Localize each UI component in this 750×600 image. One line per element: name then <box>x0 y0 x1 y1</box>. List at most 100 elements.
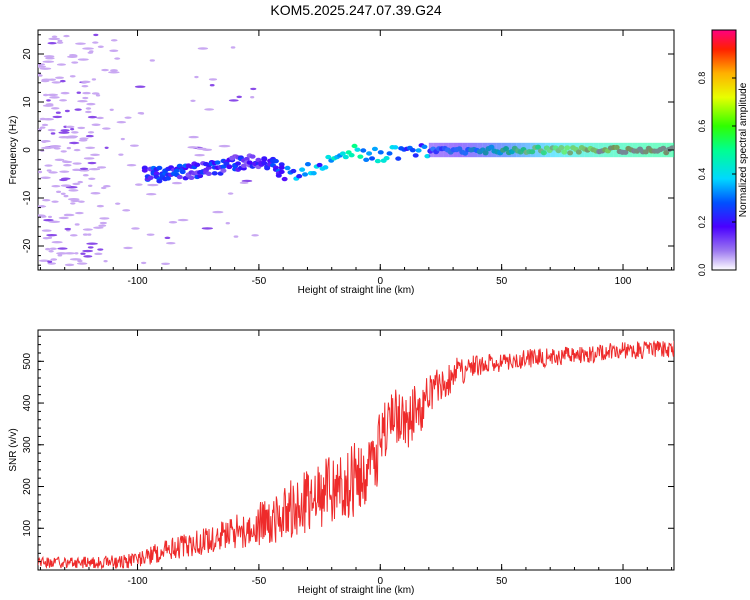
colorbar-tick-label: 0.0 <box>697 264 707 277</box>
spectrogram-noise-point <box>39 67 52 70</box>
spectrogram-noise-point <box>115 202 121 205</box>
spectrogram-noise-point <box>49 247 57 250</box>
spectrogram-noise-point <box>87 161 97 165</box>
spectrogram-ridge-cell <box>366 151 373 156</box>
spectrogram-ridge-cell <box>156 165 163 171</box>
spectrogram-noise-point <box>134 183 143 186</box>
spectrogram-noise-point <box>56 190 62 194</box>
spectrogram-noise-point <box>83 157 95 160</box>
spectrogram-noise-point <box>74 223 80 226</box>
spectrogram-noise-point <box>45 247 51 251</box>
spectrogram-noise-point <box>74 108 82 111</box>
spectrogram-ridge-cell <box>348 152 355 158</box>
spectrogram-noise-point <box>47 41 57 45</box>
snr-y-tick-label: 500 <box>22 353 33 370</box>
spectrogram-ridge-cell <box>395 156 402 161</box>
spectrogram-noise-point <box>79 167 89 171</box>
spectrogram-noise-point <box>63 164 72 167</box>
spectrogram-noise-point <box>104 146 109 150</box>
spectrogram-ridge-halo <box>661 142 667 158</box>
spectrogram-ridge-halo <box>603 142 609 158</box>
snr-x-axis-label: Height of straight line (km) <box>298 585 415 596</box>
spectrogram-ridge-cell <box>371 146 378 152</box>
spectrogram-noise-point <box>71 54 78 57</box>
colorbar-tick-label: 0.4 <box>697 168 707 181</box>
spectrogram-ridge-halo <box>453 142 458 158</box>
spectrogram-noise-point <box>87 233 92 236</box>
spectrogram-noise-point <box>120 137 125 141</box>
spectrogram-noise-point <box>126 163 137 167</box>
spectrogram-marks <box>38 33 674 267</box>
spectrogram-ridge-cell <box>374 158 381 164</box>
spectrogram-ridge-cell <box>360 148 367 153</box>
spectrogram-noise-point <box>72 168 82 172</box>
spectrogram-noise-point <box>55 111 61 114</box>
spectrogram-noise-point <box>96 204 104 208</box>
spectrogram-noise-point <box>90 153 100 157</box>
spectrogram-ridge-cell <box>392 145 399 150</box>
spectrogram-noise-point <box>145 192 157 196</box>
colorbar-gradient <box>711 29 737 271</box>
spectrogram-ridge-halo <box>525 142 531 158</box>
spectrogram-noise-point <box>82 233 89 236</box>
spectrogram-ridge-cell <box>226 164 233 170</box>
spectrogram-ridge-cell <box>156 178 163 184</box>
spectrogram-noise-point <box>47 260 53 263</box>
spectrogram-ridge-cell <box>205 171 212 176</box>
spectrogram-noise-point <box>82 249 94 253</box>
spectrogram-noise-point <box>87 51 94 54</box>
spectrogram-ridge-cell <box>153 171 160 176</box>
spectrogram-x-tick-label: -100 <box>128 276 148 287</box>
spectrogram-noise-point <box>41 123 49 127</box>
spectrogram-ridge-cell <box>339 151 346 156</box>
spectrogram-ridge-halo <box>448 142 454 158</box>
spectrogram-noise-point <box>50 132 56 135</box>
spectrogram-ridge-halo <box>472 142 478 158</box>
spectrogram-noise-point <box>81 84 89 88</box>
spectrogram-noise-point <box>38 170 43 174</box>
spectrogram-ridge-halo <box>482 142 488 158</box>
spectrogram-noise-point <box>88 177 96 180</box>
spectrogram-y-axis-label: Frequency (Hz) <box>8 116 19 185</box>
spectrogram-noise-point <box>74 211 84 215</box>
spectrogram-ridge-halo <box>506 142 512 158</box>
spectrogram-x-tick-label: 100 <box>615 276 632 287</box>
spectrogram-noise-point <box>97 166 107 169</box>
spectrogram-noise-point <box>86 102 96 106</box>
spectrogram-noise-point <box>87 131 95 134</box>
spectrogram-noise-point <box>134 85 146 88</box>
spectrogram-noise-point <box>46 169 52 172</box>
spectrogram-noise-point <box>64 263 75 267</box>
spectrogram-ridge-cell <box>176 174 183 180</box>
spectrogram-noise-point <box>83 255 93 258</box>
spectrogram-noise-point <box>82 174 89 177</box>
spectrogram-ridge-halo <box>657 142 662 158</box>
spectrogram-noise-point <box>64 109 70 113</box>
spectrogram-noise-point <box>51 184 61 188</box>
spectrogram-noise-point <box>122 209 131 212</box>
spectrogram-ridge-cell <box>243 156 250 162</box>
spectrogram-noise-point <box>69 258 82 261</box>
spectrogram-noise-point <box>42 236 50 240</box>
spectrogram-noise-point <box>60 91 70 95</box>
spectrogram-noise-point <box>48 37 61 41</box>
spectrogram-ridge-cell <box>421 144 428 150</box>
spectrogram-noise-point <box>129 144 139 147</box>
spectrogram-noise-point <box>110 69 118 72</box>
spectrogram-noise-point <box>80 80 91 84</box>
spectrogram-ridge-cell <box>290 168 297 174</box>
snr-frame <box>37 329 675 571</box>
colorbar-ticks: 0.0 0.2 0.4 0.6 0.8 <box>697 72 736 277</box>
spectrogram-ridge-halo <box>574 142 580 158</box>
spectrogram-noise-point <box>56 252 68 255</box>
spectrogram-ridge-halo <box>618 142 624 158</box>
spectrogram-noise-point <box>60 129 70 132</box>
spectrogram-noise-point <box>131 227 140 230</box>
spectrogram-ridge-cell <box>386 151 393 156</box>
spectrogram-noise-point <box>57 254 63 257</box>
spectrogram-noise-point <box>93 33 99 37</box>
spectrogram-noise-point <box>164 236 171 240</box>
spectrogram-noise-point <box>63 213 70 217</box>
spectrogram-noise-point <box>171 181 183 185</box>
